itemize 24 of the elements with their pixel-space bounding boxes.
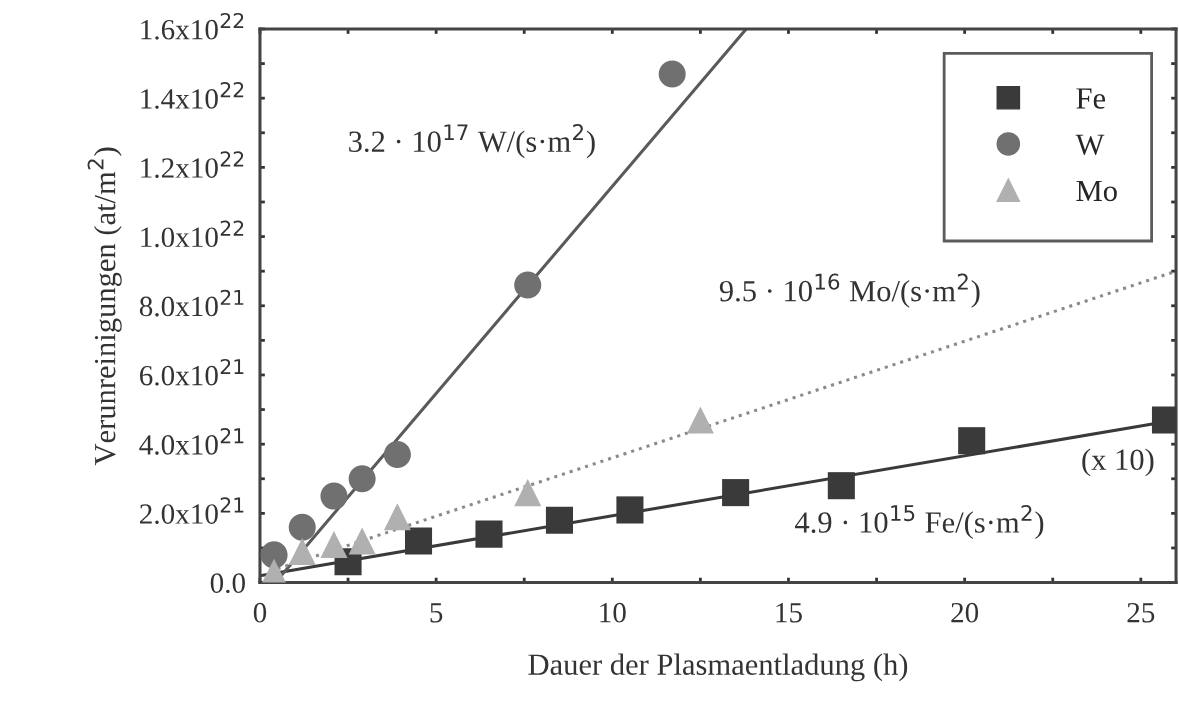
annotation: 4.9 · 10$^{15}$ Fe/(s·m$^{2}$) bbox=[795, 504, 1044, 540]
y-tick-label: 1.4x10$^{22}$ bbox=[141, 82, 244, 109]
x-tick-label: 15 bbox=[776, 603, 802, 623]
x-axis-title: Dauer der Plasmaentladung (h) bbox=[528, 653, 908, 682]
y-tick-label: 6.0x10$^{21}$ bbox=[140, 358, 244, 386]
x-tick-label: 20 bbox=[951, 602, 979, 623]
x-tick-label: 25 bbox=[1127, 602, 1155, 623]
y-tick-label: 0.0 bbox=[210, 573, 245, 594]
annotation: 9.5 · 10$^{16}$ Mo/(s·m$^{2}$) bbox=[719, 273, 980, 308]
annotation: 3.2 · 10$^{17}$ W/(s·m$^{2}$) bbox=[349, 124, 595, 159]
y-axis-title: Verunreinigungen (at/m$^{2}$) bbox=[87, 147, 122, 466]
x-tick-label: 5 bbox=[430, 603, 443, 623]
annotation: (x 10) bbox=[1082, 448, 1154, 477]
y-tick-label: 1.6x10$^{22}$ bbox=[141, 12, 244, 40]
x-tick-label: 0 bbox=[253, 602, 267, 623]
y-tick-label: 8.0x10$^{21}$ bbox=[139, 289, 244, 317]
legend-label: Fe bbox=[1076, 88, 1106, 109]
legend-label: Mo bbox=[1076, 180, 1117, 202]
y-tick-label: 4.0x10$^{21}$ bbox=[139, 428, 244, 455]
y-tick-label: 2.0x10$^{21}$ bbox=[140, 497, 244, 525]
y-tick-label: 1.0x10$^{22}$ bbox=[141, 220, 244, 248]
y-tick-label: 1.2x10$^{22}$ bbox=[141, 151, 244, 179]
legend-label: W bbox=[1075, 134, 1105, 156]
x-tick-label: 10 bbox=[600, 602, 626, 623]
